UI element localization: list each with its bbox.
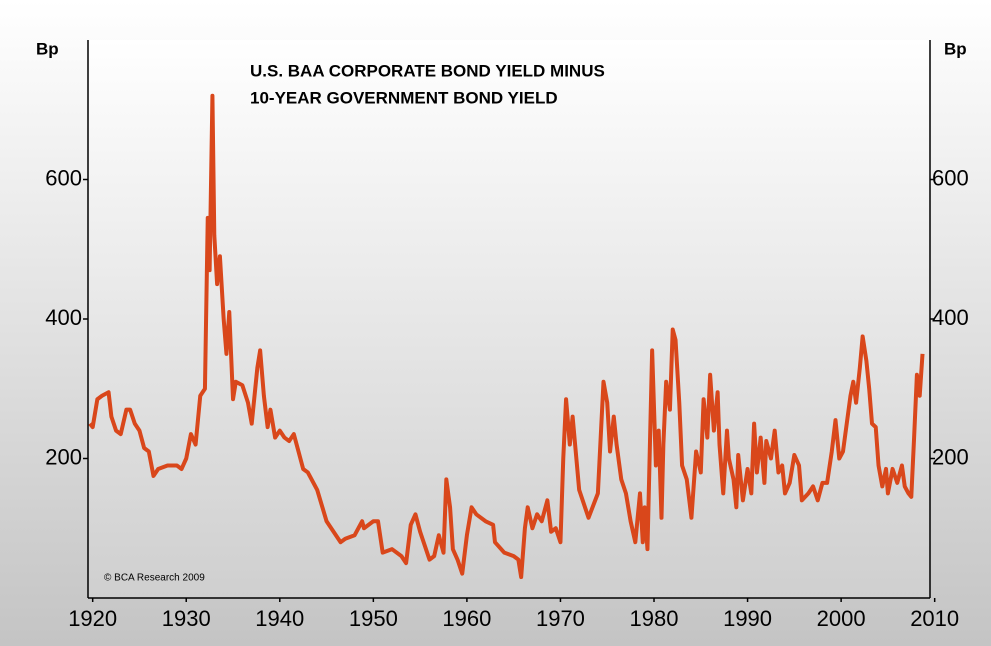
x-tick-label: 1960 xyxy=(442,606,491,631)
chart-title: 10-YEAR GOVERNMENT BOND YIELD xyxy=(250,88,558,107)
marks xyxy=(88,93,925,580)
y2-axis-label: Bp xyxy=(944,39,967,58)
y2-tick-label: 400 xyxy=(932,305,969,330)
x-tick-label: 1920 xyxy=(68,606,117,631)
credit: © BCA Research 2009 xyxy=(104,573,205,584)
y2-tick-label: 200 xyxy=(932,444,969,469)
x-tick-label: 1940 xyxy=(255,606,304,631)
y-axis-label: Bp xyxy=(36,39,59,58)
y-tick-label: 400 xyxy=(45,305,82,330)
x-tick-label: 2010 xyxy=(910,606,959,631)
x-tick-label: 1970 xyxy=(536,606,585,631)
y2-tick-label: 600 xyxy=(932,165,969,190)
line xyxy=(88,93,925,580)
x-tick-label: 1990 xyxy=(723,606,772,631)
x-tick-label: 2000 xyxy=(817,606,866,631)
x-tick-label: 1930 xyxy=(162,606,211,631)
x-tick-label: 1950 xyxy=(349,606,398,631)
y-tick-label: 600 xyxy=(45,165,82,190)
x-tick-label: 1980 xyxy=(630,606,679,631)
chart-title: U.S. BAA CORPORATE BOND YIELD MINUS xyxy=(250,61,605,80)
y-tick-label: 200 xyxy=(45,444,82,469)
